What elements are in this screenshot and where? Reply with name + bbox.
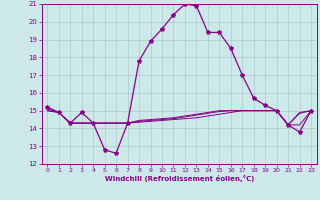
X-axis label: Windchill (Refroidissement éolien,°C): Windchill (Refroidissement éolien,°C) — [105, 175, 254, 182]
